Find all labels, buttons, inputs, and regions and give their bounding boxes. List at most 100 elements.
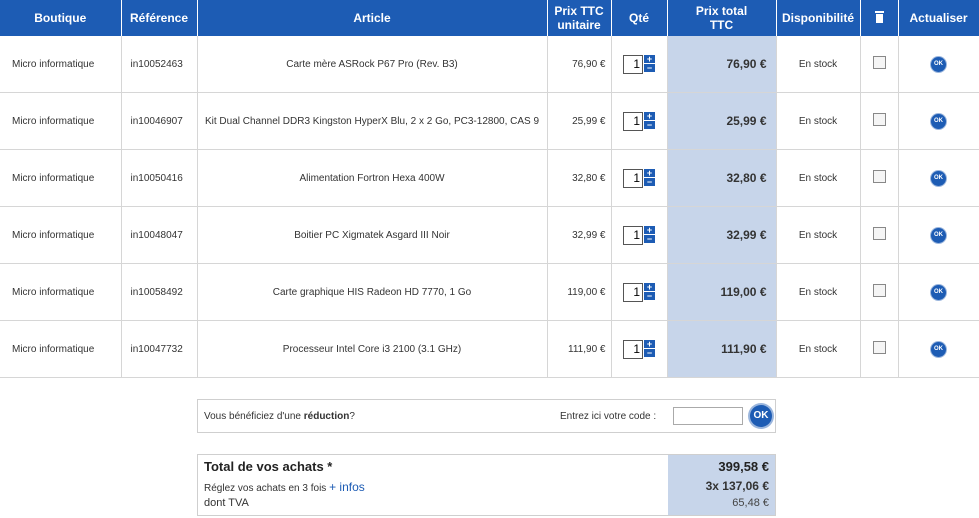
cell-disponibilite: En stock: [776, 92, 861, 150]
header-qte: Qté: [611, 0, 668, 36]
update-ok-button[interactable]: OK: [931, 113, 946, 129]
quantity-minus-button[interactable]: −: [644, 349, 655, 358]
cell-qte: + −: [611, 206, 668, 264]
cell-article: Boitier PC Xigmatek Asgard III Noir: [197, 206, 548, 264]
delete-checkbox[interactable]: [872, 227, 886, 240]
cell-actualiser: OK: [898, 92, 979, 150]
update-ok-button[interactable]: OK: [931, 284, 946, 300]
cell-prix-unitaire: 119,00 €: [547, 263, 612, 321]
cell-actualiser: OK: [898, 320, 979, 378]
quantity-input[interactable]: [623, 225, 643, 245]
header-reference: Référence: [121, 0, 198, 36]
stepper-buttons: + −: [644, 226, 655, 244]
cell-prix-total: 32,80 €: [667, 149, 777, 207]
reduction-code-label: Entrez ici votre code :: [560, 411, 657, 422]
stepper-buttons: + −: [644, 169, 655, 187]
header-actualiser: Actualiser: [898, 0, 979, 36]
cell-prix-unitaire: 32,80 €: [547, 149, 612, 207]
table-row: Micro informatique in10058492 Carte grap…: [0, 263, 979, 321]
delete-checkbox[interactable]: [872, 170, 886, 183]
quantity-minus-button[interactable]: −: [644, 178, 655, 187]
cell-reference: in10047732: [121, 320, 198, 378]
cell-prix-unitaire: 25,99 €: [547, 92, 612, 150]
cell-boutique: Micro informatique: [0, 263, 122, 321]
header-prix-unitaire-line2: unitaire: [557, 18, 601, 32]
cell-disponibilite: En stock: [776, 320, 861, 378]
quantity-plus-button[interactable]: +: [644, 283, 655, 292]
quantity-plus-button[interactable]: +: [644, 340, 655, 349]
quantity-stepper: + −: [623, 168, 655, 188]
quantity-plus-button[interactable]: +: [644, 55, 655, 64]
quantity-input[interactable]: [623, 282, 643, 302]
table-row: Micro informatique in10050416 Alimentati…: [0, 149, 979, 207]
reduction-ok-button[interactable]: OK: [750, 405, 772, 427]
update-ok-button[interactable]: OK: [931, 170, 946, 186]
quantity-input[interactable]: [623, 111, 643, 131]
quantity-stepper: + −: [623, 282, 655, 302]
cell-boutique: Micro informatique: [0, 92, 122, 150]
cell-delete: [860, 206, 899, 264]
cell-actualiser: OK: [898, 206, 979, 264]
table-row: Micro informatique in10052463 Carte mère…: [0, 36, 979, 93]
quantity-plus-button[interactable]: +: [644, 169, 655, 178]
delete-checkbox[interactable]: [872, 56, 886, 69]
quantity-input[interactable]: [623, 54, 643, 74]
stepper-buttons: + −: [644, 112, 655, 130]
header-prix-total-line2: TTC: [709, 18, 734, 32]
delete-checkbox[interactable]: [872, 284, 886, 297]
cell-qte: + −: [611, 320, 668, 378]
reduction-text-after: ?: [349, 411, 355, 422]
quantity-minus-button[interactable]: −: [644, 292, 655, 301]
reduction-text-bold: réduction: [303, 411, 350, 422]
header-article: Article: [197, 0, 548, 36]
cell-actualiser: OK: [898, 149, 979, 207]
cell-reference: in10058492: [121, 263, 198, 321]
cell-reference: in10052463: [121, 36, 198, 93]
header-prix-total: Prix total TTC: [667, 0, 777, 36]
cell-prix-unitaire: 32,99 €: [547, 206, 612, 264]
cell-prix-unitaire: 111,90 €: [547, 320, 612, 378]
quantity-minus-button[interactable]: −: [644, 64, 655, 73]
stepper-buttons: + −: [644, 55, 655, 73]
totals-highlight: [668, 455, 775, 515]
installment-value: 3x 137,06 €: [705, 479, 769, 493]
cell-article: Kit Dual Channel DDR3 Kingston HyperX Bl…: [197, 92, 548, 150]
delete-checkbox[interactable]: [872, 341, 886, 354]
reduction-text-before: Vous bénéficiez d'une: [204, 411, 304, 422]
cell-prix-total: 76,90 €: [667, 36, 777, 93]
update-ok-button[interactable]: OK: [931, 56, 946, 72]
delete-checkbox[interactable]: [872, 113, 886, 126]
update-ok-button[interactable]: OK: [931, 341, 946, 357]
update-ok-button[interactable]: OK: [931, 227, 946, 243]
cell-actualiser: OK: [898, 36, 979, 93]
cell-prix-total: 25,99 €: [667, 92, 777, 150]
quantity-minus-button[interactable]: −: [644, 121, 655, 130]
reduction-code-input[interactable]: [673, 407, 743, 425]
cell-prix-unitaire: 76,90 €: [547, 36, 612, 93]
tva-value: 65,48 €: [732, 497, 769, 509]
quantity-input[interactable]: [623, 339, 643, 359]
quantity-plus-button[interactable]: +: [644, 226, 655, 235]
reduction-box: Vous bénéficiez d'une réduction? Entrez …: [197, 399, 776, 433]
cell-delete: [860, 92, 899, 150]
cell-reference: in10050416: [121, 149, 198, 207]
header-delete: [860, 0, 899, 36]
installment-text: Réglez vos achats en 3 fois + infos: [204, 480, 365, 494]
cell-disponibilite: En stock: [776, 36, 861, 93]
cell-delete: [860, 149, 899, 207]
installment-info-link[interactable]: + infos: [329, 480, 365, 494]
header-disponibilite: Disponibilité: [776, 0, 861, 36]
quantity-input[interactable]: [623, 168, 643, 188]
cell-qte: + −: [611, 149, 668, 207]
quantity-plus-button[interactable]: +: [644, 112, 655, 121]
cell-delete: [860, 320, 899, 378]
header-boutique: Boutique: [0, 0, 122, 36]
cell-prix-total: 111,90 €: [667, 320, 777, 378]
cart-table: Boutique Référence Article Prix TTC unita…: [0, 0, 979, 378]
totals-box: Total de vos achats * 399,58 € Réglez vo…: [197, 454, 776, 516]
quantity-minus-button[interactable]: −: [644, 235, 655, 244]
cell-disponibilite: En stock: [776, 263, 861, 321]
reduction-question: Vous bénéficiez d'une réduction?: [204, 411, 355, 422]
header-prix-unitaire: Prix TTC unitaire: [547, 0, 612, 36]
cell-article: Processeur Intel Core i3 2100 (3.1 GHz): [197, 320, 548, 378]
